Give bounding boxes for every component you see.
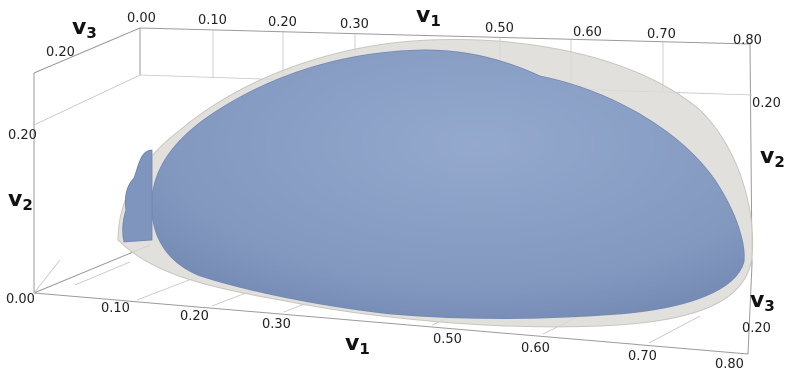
tick-label: 0.60: [521, 341, 550, 356]
tick-label: 0.60: [573, 25, 602, 40]
tick-label: 0.70: [647, 27, 676, 42]
tick-label: 0.70: [628, 349, 657, 364]
v1-top-ticks: 0.00 0.10 0.20 0.30 0.50 0.60 0.70 0.80: [127, 11, 762, 48]
axis-title-v2-left: v2: [8, 187, 33, 214]
tick-label: 0.20: [180, 309, 209, 324]
v2-right-tick: 0.20: [752, 96, 781, 111]
v2-left-tick: 0.00: [6, 292, 35, 307]
tick-label: 0.10: [198, 13, 227, 28]
inner-surface: [151, 49, 745, 319]
tick-label: 0.20: [268, 15, 297, 30]
axis-title-v2-right: v2: [760, 144, 785, 171]
v2-left-tick: 0.20: [8, 128, 37, 143]
bounding-box: [33, 27, 753, 355]
v3-right-tick: 0.20: [742, 321, 771, 336]
v3-left-tick: 0.20: [46, 45, 75, 60]
axis-title-v1-bottom: v1: [345, 331, 370, 358]
tick-label: 0.50: [485, 21, 514, 36]
tick-label: 0.10: [101, 301, 130, 316]
tick-label: 0.50: [433, 332, 462, 347]
axis-title-v3-right: v3: [750, 288, 775, 315]
tick-label: 0.30: [340, 17, 369, 32]
tick-label: 0.00: [127, 11, 156, 26]
axis-title-v1-top: v1: [416, 3, 441, 30]
tick-label: 0.80: [733, 33, 762, 48]
inner-surface-bump: [122, 149, 153, 243]
tick-label: 0.30: [262, 317, 291, 332]
v1-bottom-ticks: 0.10 0.20 0.30 0.50 0.60 0.70 0.80: [101, 301, 744, 372]
axis-title-v3-top-left: v3: [72, 15, 97, 42]
tick-label: 0.80: [715, 357, 744, 372]
